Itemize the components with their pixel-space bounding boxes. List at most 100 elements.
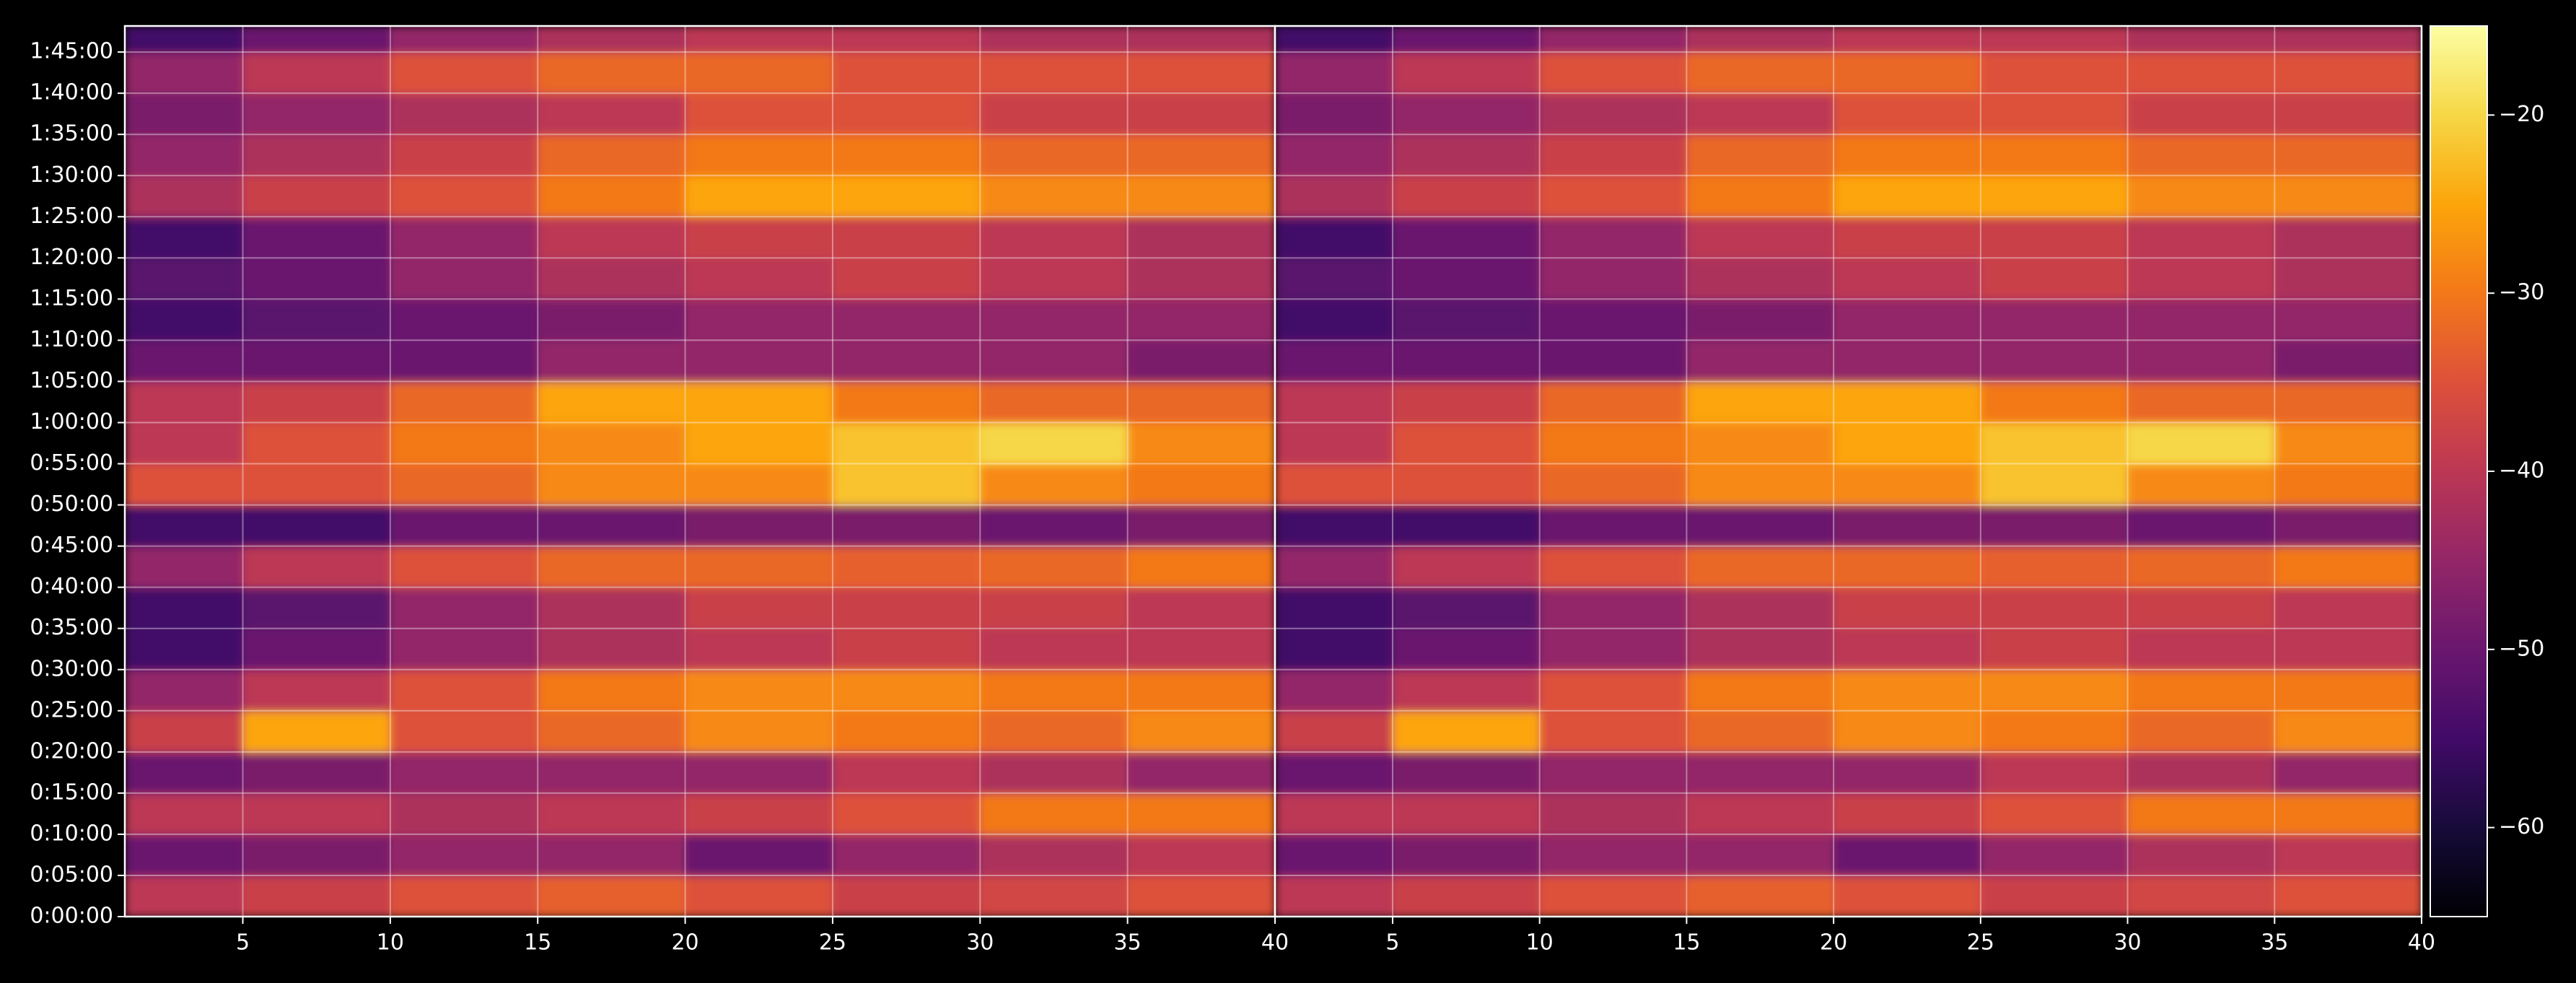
- heat-cell: [390, 628, 539, 670]
- heat-cell: [2274, 258, 2422, 300]
- x-tick-label: 30: [2113, 930, 2141, 956]
- heat-cell: [1539, 710, 1688, 753]
- heat-cell: [390, 93, 539, 136]
- heat-cell: [242, 710, 391, 753]
- heat-cell: [980, 134, 1129, 177]
- heat-cell: [2127, 422, 2276, 465]
- y-tick-label: 0:20:00: [30, 738, 113, 764]
- heat-cell: [538, 546, 686, 588]
- heat-cell: [2127, 710, 2276, 753]
- heat-cell: [1686, 792, 1835, 835]
- heat-cell: [1392, 422, 1541, 465]
- heat-cell: [2127, 175, 2276, 218]
- y-tick-label: 0:05:00: [30, 862, 113, 887]
- heat-cell: [1686, 381, 1835, 424]
- heat-cell: [125, 175, 244, 218]
- heat-cell: [125, 504, 244, 547]
- heat-cell: [980, 422, 1129, 465]
- heat-cell: [2274, 463, 2422, 506]
- heat-cell: [685, 175, 833, 218]
- heat-cell: [1539, 175, 1688, 218]
- heat-cell: [1686, 26, 1835, 53]
- heat-cell: [1275, 217, 1393, 259]
- y-tick-label: 1:10:00: [30, 327, 113, 352]
- heat-cell: [242, 175, 391, 218]
- heat-cell: [242, 26, 391, 53]
- x-tick-label: 35: [1114, 930, 1142, 956]
- x-tick-label: 10: [377, 930, 404, 956]
- heat-cell: [2274, 93, 2422, 136]
- heat-cell: [832, 26, 981, 53]
- heat-cell: [685, 381, 833, 424]
- heat-cell: [1539, 299, 1688, 341]
- heat-cell: [2274, 299, 2422, 341]
- heat-cell: [685, 504, 833, 547]
- heat-cell: [1127, 299, 1275, 341]
- heat-cell: [2127, 134, 2276, 177]
- heat-cell: [1275, 422, 1393, 465]
- colorbar: [2430, 25, 2488, 917]
- heat-cell: [980, 93, 1129, 136]
- heat-cell: [980, 834, 1129, 876]
- heat-cell: [1834, 299, 1981, 341]
- cells: [125, 26, 1275, 917]
- y-tick-label: 0:55:00: [30, 450, 113, 476]
- heat-cell: [1392, 792, 1541, 835]
- heat-cell: [685, 628, 833, 670]
- heat-cell: [1392, 381, 1541, 424]
- x-tick-label: 25: [1967, 930, 1994, 956]
- heat-cell: [1539, 875, 1688, 917]
- heat-cell: [1980, 463, 2129, 506]
- heat-cell: [1275, 546, 1393, 588]
- heat-cell: [1980, 258, 2129, 300]
- heat-cell: [1127, 834, 1275, 876]
- heat-cell: [832, 175, 981, 218]
- heat-cell: [390, 422, 539, 465]
- heat-cell: [2127, 299, 2276, 341]
- heat-cell: [538, 628, 686, 670]
- heat-cell: [1686, 669, 1835, 712]
- heat-cell: [832, 381, 981, 424]
- heat-cell: [390, 792, 539, 835]
- heat-cell: [538, 175, 686, 218]
- heat-cell: [1127, 792, 1275, 835]
- heat-cell: [1539, 258, 1688, 300]
- heat-cell: [832, 422, 981, 465]
- heat-cell: [832, 258, 981, 300]
- heat-cell: [1127, 628, 1275, 670]
- heat-cell: [1392, 134, 1541, 177]
- heat-cell: [1980, 792, 2129, 835]
- heat-cell: [538, 751, 686, 794]
- heat-cell: [390, 751, 539, 794]
- plot-frame: [1274, 25, 2423, 918]
- heat-cell: [538, 26, 686, 53]
- heat-cell: [538, 299, 686, 341]
- heat-cell: [125, 134, 244, 177]
- heat-cell: [242, 669, 391, 712]
- heat-cell: [125, 340, 244, 383]
- heat-cell: [2274, 381, 2422, 424]
- heat-cell: [980, 381, 1129, 424]
- cells-inner: [1275, 26, 2422, 917]
- heat-cell: [832, 669, 981, 712]
- heat-cell: [1127, 258, 1275, 300]
- heat-cell: [1980, 93, 2129, 136]
- heat-cell: [1686, 175, 1835, 218]
- heat-cell: [1980, 669, 2129, 712]
- heat-cell: [2274, 751, 2422, 794]
- heat-cell: [1686, 217, 1835, 259]
- x-tick-label: 20: [1820, 930, 1847, 956]
- heat-cell: [1392, 710, 1541, 753]
- heat-cell: [1834, 834, 1981, 876]
- heat-cell: [1539, 93, 1688, 136]
- heat-cell: [390, 504, 539, 547]
- heat-cell: [1686, 546, 1835, 588]
- heat-cell: [390, 217, 539, 259]
- heat-cell: [980, 340, 1129, 383]
- heat-cell: [390, 134, 539, 177]
- heat-cell: [2274, 834, 2422, 876]
- heat-cell: [1539, 669, 1688, 712]
- heat-cell: [242, 792, 391, 835]
- heat-cell: [832, 52, 981, 95]
- heat-cell: [685, 669, 833, 712]
